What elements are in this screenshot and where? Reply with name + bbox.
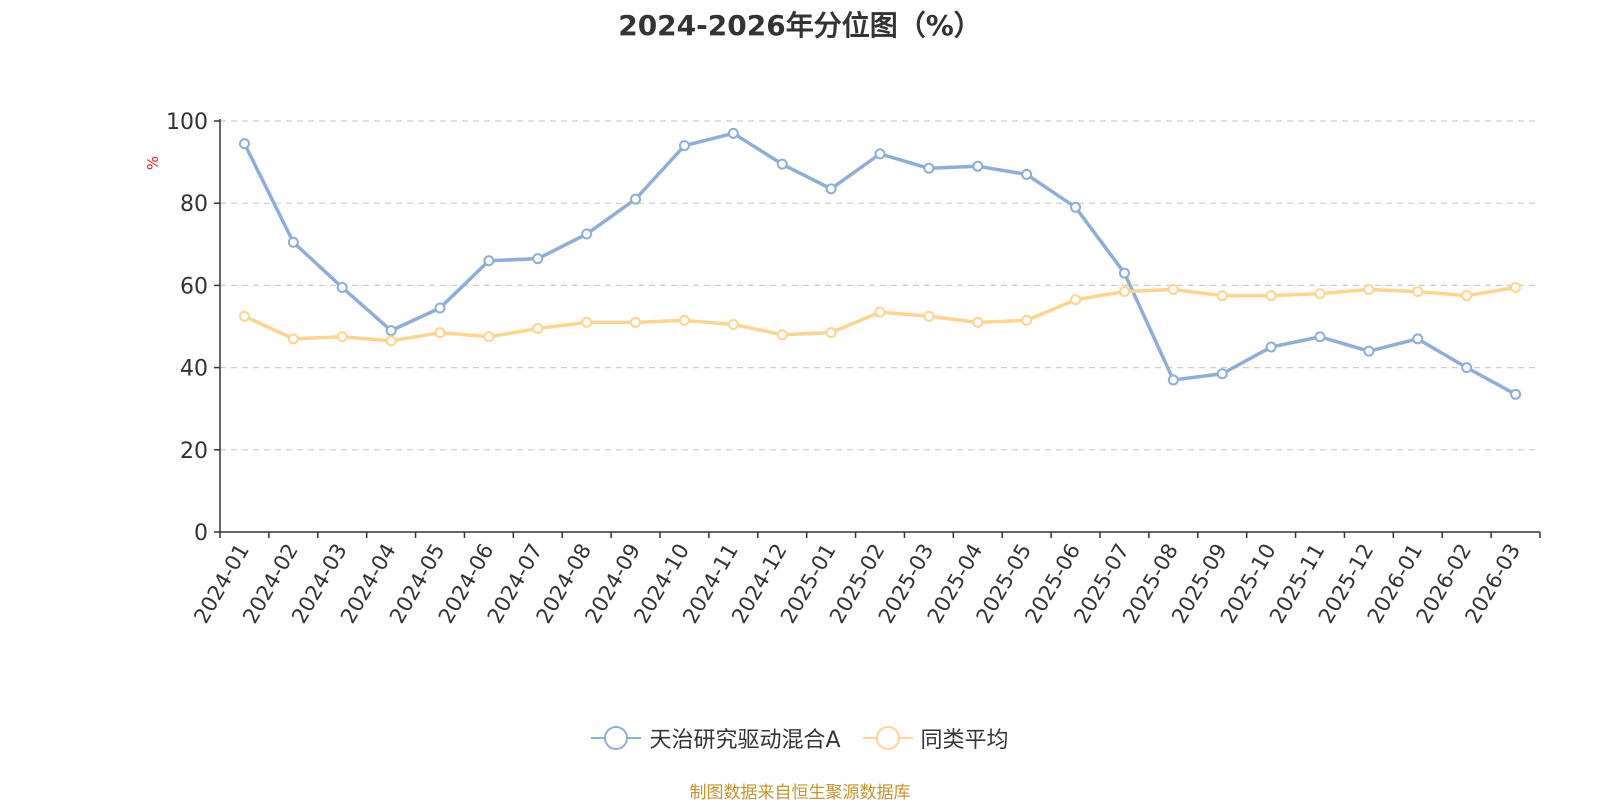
data-point-s1-2026-02[interactable] [1461, 290, 1473, 302]
data-point-s0-2026-01[interactable] [1412, 333, 1424, 345]
data-point-s0-2024-11[interactable] [727, 127, 739, 139]
data-point-s1-2024-02[interactable] [287, 333, 299, 345]
data-point-s0-2025-11[interactable] [1314, 331, 1326, 343]
data-point-s1-2024-10[interactable] [678, 314, 690, 326]
data-point-s1-2025-07[interactable] [1118, 286, 1130, 298]
data-point-s0-2025-08[interactable] [1167, 374, 1179, 386]
data-point-s0-2024-08[interactable] [581, 228, 593, 240]
legend: 天治研究驱动混合A 同类平均 [0, 722, 1600, 754]
data-point-s1-2025-11[interactable] [1314, 288, 1326, 300]
data-point-s1-2025-01[interactable] [825, 327, 837, 339]
data-points [238, 127, 1522, 400]
grid-lines [220, 120, 1540, 451]
data-point-s1-2025-12[interactable] [1363, 284, 1375, 296]
data-point-s1-2024-01[interactable] [238, 310, 250, 322]
data-point-s1-2024-03[interactable] [336, 331, 348, 343]
data-point-s0-2024-03[interactable] [336, 281, 348, 293]
data-point-s1-2024-07[interactable] [532, 323, 544, 335]
data-point-s1-2025-02[interactable] [874, 306, 886, 318]
y-tick-label-40: 40 [180, 357, 208, 382]
data-point-s0-2025-02[interactable] [874, 148, 886, 160]
legend-label-peer-average: 同类平均 [920, 728, 1009, 753]
data-point-s0-2024-09[interactable] [630, 193, 642, 205]
data-point-s1-2026-01[interactable] [1412, 286, 1424, 298]
data-point-s0-2025-10[interactable] [1265, 341, 1277, 353]
data-point-s0-2025-05[interactable] [1021, 168, 1033, 180]
y-tick-label-80: 80 [180, 192, 208, 217]
data-point-s1-2024-11[interactable] [727, 318, 739, 330]
data-point-s0-2024-06[interactable] [483, 255, 495, 267]
data-point-s0-2026-03[interactable] [1510, 388, 1522, 400]
legend-item-peer-average[interactable]: 同类平均 [862, 722, 1009, 754]
data-point-s0-2024-05[interactable] [434, 302, 446, 314]
data-point-s1-2024-09[interactable] [630, 316, 642, 328]
y-tick-label-60: 60 [180, 274, 208, 299]
data-point-s0-2024-12[interactable] [776, 158, 788, 170]
data-point-s0-2025-12[interactable] [1363, 345, 1375, 357]
data-point-s1-2024-05[interactable] [434, 327, 446, 339]
data-point-s0-2025-03[interactable] [923, 162, 935, 174]
data-point-s1-2024-04[interactable] [385, 335, 397, 347]
data-point-s0-2024-04[interactable] [385, 325, 397, 337]
chart-title: 2024-2026年分位图（%） [618, 9, 982, 42]
data-point-s1-2024-08[interactable] [581, 316, 593, 328]
data-point-s1-2025-08[interactable] [1167, 284, 1179, 296]
data-point-s0-2024-01[interactable] [238, 138, 250, 150]
data-point-s1-2024-12[interactable] [776, 329, 788, 341]
data-point-s1-2025-06[interactable] [1070, 294, 1082, 306]
series-line-0 [242, 131, 1518, 397]
data-point-s1-2025-09[interactable] [1216, 290, 1228, 302]
series-lines [242, 131, 1518, 397]
source-note: 制图数据来自恒生聚源数据库 [689, 783, 911, 803]
legend-swatch-fund [591, 726, 642, 750]
y-tick-label-20: 20 [180, 439, 208, 464]
data-point-s0-2026-02[interactable] [1461, 362, 1473, 374]
data-point-s0-2024-02[interactable] [287, 236, 299, 248]
legend-swatch-peer-average [862, 726, 913, 750]
data-point-s1-2025-10[interactable] [1265, 290, 1277, 302]
data-point-s1-2025-04[interactable] [972, 316, 984, 328]
data-point-s1-2025-05[interactable] [1021, 314, 1033, 326]
data-point-s0-2025-01[interactable] [825, 183, 837, 195]
axes: 0204060801002024-012024-022024-032024-04… [166, 110, 1541, 627]
y-tick-label-100: 100 [166, 110, 208, 135]
legend-label-fund: 天治研究驱动混合A [649, 728, 841, 753]
data-point-s1-2026-03[interactable] [1510, 281, 1522, 293]
y-tick-label-0: 0 [194, 521, 208, 546]
data-point-s0-2025-07[interactable] [1118, 267, 1130, 279]
data-point-s0-2024-10[interactable] [678, 140, 690, 152]
data-point-s1-2024-06[interactable] [483, 331, 495, 343]
y-axis-label: % [144, 156, 162, 170]
data-point-s0-2025-06[interactable] [1070, 201, 1082, 213]
data-point-s1-2025-03[interactable] [923, 310, 935, 322]
data-point-s0-2024-07[interactable] [532, 253, 544, 265]
legend-item-fund[interactable]: 天治研究驱动混合A [591, 722, 841, 754]
data-point-s0-2025-04[interactable] [972, 160, 984, 172]
data-point-s0-2025-09[interactable] [1216, 368, 1228, 380]
